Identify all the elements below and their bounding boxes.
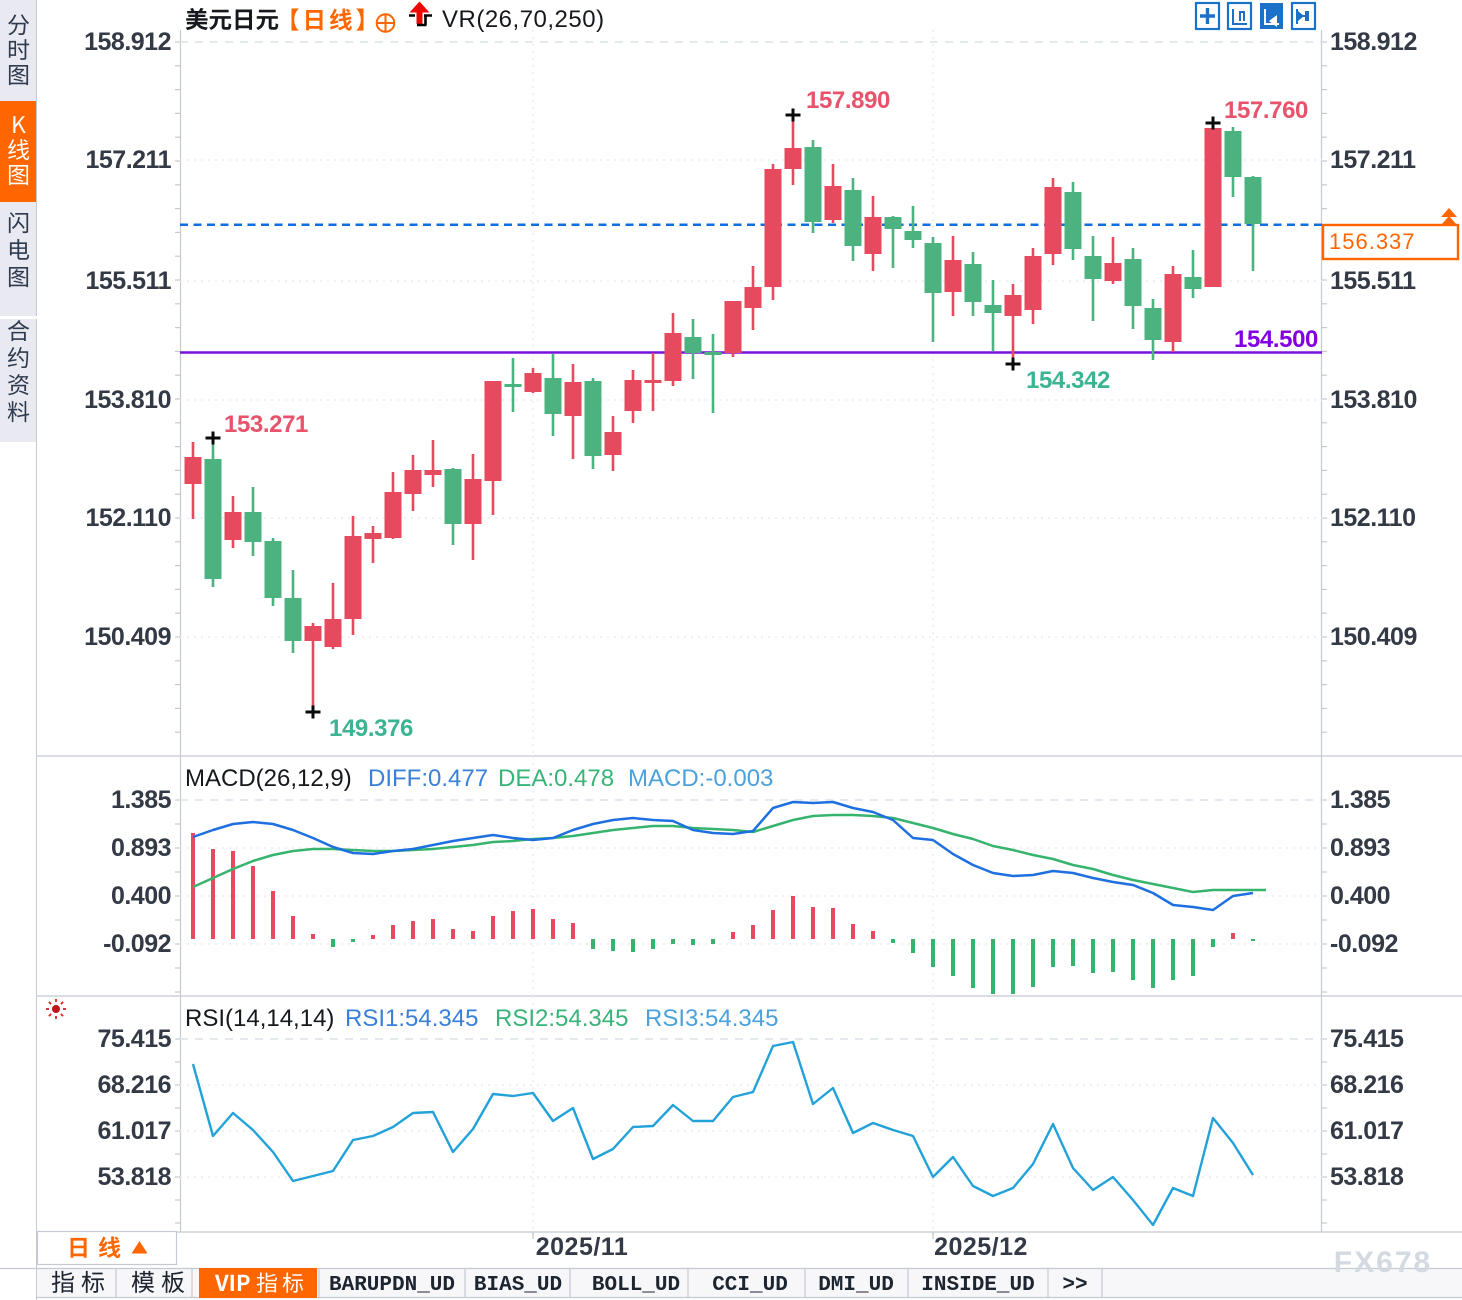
svg-text:155.511: 155.511 [1330, 267, 1416, 295]
svg-text:68.216: 68.216 [1330, 1071, 1403, 1099]
svg-text:0.400: 0.400 [1330, 882, 1390, 910]
svg-text:1.385: 1.385 [111, 786, 172, 814]
svg-text:RSI(14,14,14): RSI(14,14,14) [185, 1005, 334, 1032]
svg-text:158.912: 158.912 [1330, 28, 1417, 56]
svg-text:MACD:-0.003: MACD:-0.003 [628, 765, 773, 792]
svg-text:149.376: 149.376 [329, 715, 413, 742]
svg-text:152.110: 152.110 [86, 504, 172, 532]
svg-text:DEA:0.478: DEA:0.478 [498, 765, 614, 792]
svg-text:DMI_UD: DMI_UD [818, 1274, 894, 1297]
svg-text:153.810: 153.810 [84, 386, 171, 414]
svg-text:2025/11: 2025/11 [536, 1233, 629, 1261]
svg-text:154.342: 154.342 [1026, 367, 1110, 394]
svg-text:153.271: 153.271 [224, 411, 308, 438]
svg-text:152.110: 152.110 [1330, 504, 1416, 532]
svg-text:157.760: 157.760 [1224, 97, 1308, 124]
svg-text:>>: >> [1062, 1274, 1087, 1297]
svg-text:VR(26,70,250): VR(26,70,250) [442, 6, 605, 33]
svg-text:RSI2:54.345: RSI2:54.345 [495, 1005, 628, 1032]
svg-text:157.211: 157.211 [86, 146, 172, 174]
svg-text:BIAS_UD: BIAS_UD [474, 1274, 562, 1297]
svg-text:53.818: 53.818 [1330, 1163, 1404, 1191]
svg-text:153.810: 153.810 [1330, 386, 1417, 414]
svg-text:156.337: 156.337 [1329, 229, 1416, 254]
svg-text:157.211: 157.211 [1330, 146, 1416, 174]
svg-text:75.415: 75.415 [98, 1025, 172, 1053]
svg-text:BARUPDN_UD: BARUPDN_UD [329, 1274, 455, 1297]
svg-text:2025/12: 2025/12 [934, 1233, 1028, 1261]
svg-text:61.017: 61.017 [1330, 1117, 1403, 1145]
svg-text:158.912: 158.912 [84, 28, 171, 56]
svg-text:155.511: 155.511 [86, 267, 172, 295]
svg-text:1.385: 1.385 [1330, 786, 1391, 814]
svg-text:DIFF:0.477: DIFF:0.477 [368, 765, 488, 792]
svg-text:-0.092: -0.092 [1330, 930, 1398, 958]
svg-text:75.415: 75.415 [1330, 1025, 1404, 1053]
svg-text:154.500: 154.500 [1234, 326, 1318, 353]
svg-text:INSIDE_UD: INSIDE_UD [921, 1274, 1034, 1297]
svg-text:BOLL_UD: BOLL_UD [592, 1274, 680, 1297]
svg-text:CCI_UD: CCI_UD [712, 1274, 788, 1297]
svg-text:61.017: 61.017 [98, 1117, 171, 1145]
svg-text:-0.092: -0.092 [103, 930, 171, 958]
svg-text:MACD(26,12,9): MACD(26,12,9) [185, 765, 352, 792]
svg-text:RSI1:54.345: RSI1:54.345 [345, 1005, 478, 1032]
svg-text:RSI3:54.345: RSI3:54.345 [645, 1005, 778, 1032]
svg-text:150.409: 150.409 [1330, 623, 1417, 651]
svg-text:0.893: 0.893 [111, 834, 171, 862]
svg-text:0.893: 0.893 [1330, 834, 1390, 862]
svg-text:53.818: 53.818 [98, 1163, 172, 1191]
svg-text:150.409: 150.409 [84, 623, 171, 651]
svg-text:68.216: 68.216 [98, 1071, 171, 1099]
svg-text:0.400: 0.400 [111, 882, 171, 910]
svg-text:FX678: FX678 [1334, 1246, 1432, 1279]
svg-text:157.890: 157.890 [806, 87, 890, 114]
